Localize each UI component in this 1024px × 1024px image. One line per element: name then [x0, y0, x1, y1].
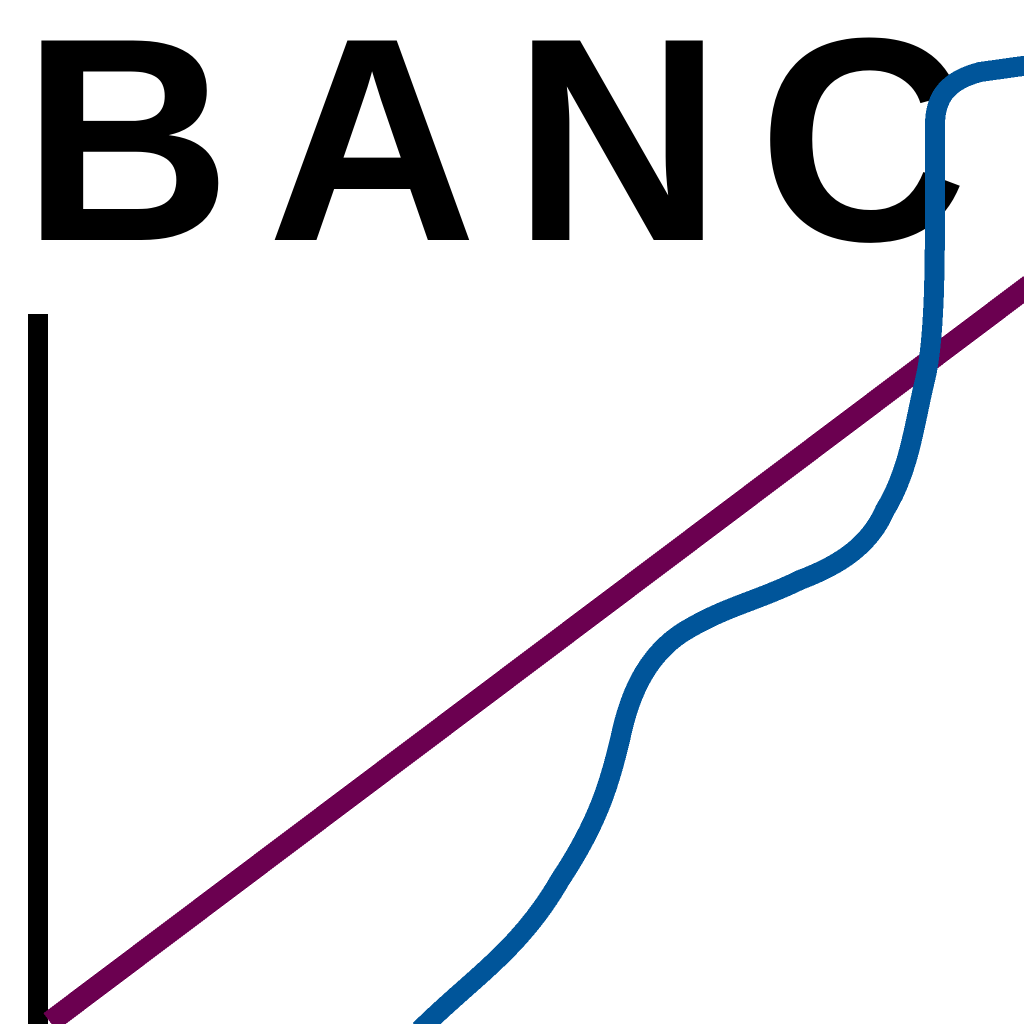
logo-text: BANC [22, 0, 1004, 302]
vertical-axis-line [28, 314, 48, 1024]
blue-trend-line [412, 55, 1024, 1024]
purple-trend-line [43, 276, 1024, 1024]
